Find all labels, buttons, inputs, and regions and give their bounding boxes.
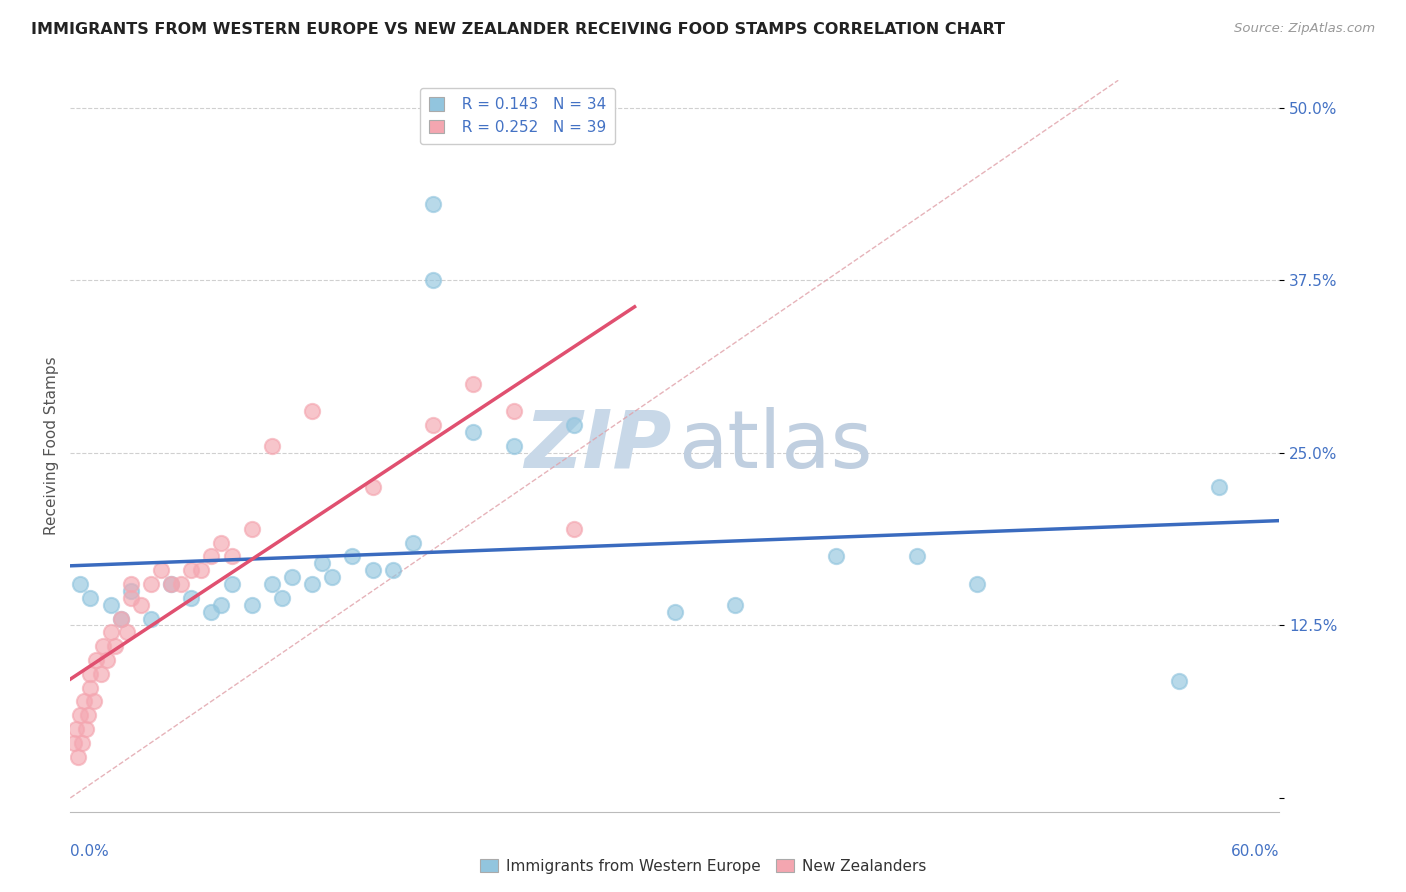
Point: [966, 577, 988, 591]
Point: [342, 549, 364, 564]
Point: [311, 557, 333, 571]
Point: [100, 598, 122, 612]
Point: [502, 439, 524, 453]
Point: [72, 736, 94, 750]
Point: [1208, 480, 1230, 494]
Point: [724, 598, 747, 612]
Point: [77, 708, 100, 723]
Point: [69, 708, 91, 723]
Point: [110, 611, 132, 625]
Point: [905, 549, 928, 564]
Point: [180, 563, 202, 577]
Point: [502, 404, 524, 418]
Point: [120, 583, 142, 598]
Point: [190, 563, 212, 577]
Point: [86, 653, 108, 667]
Point: [402, 535, 425, 549]
Point: [211, 535, 233, 549]
Point: [120, 577, 142, 591]
Point: [321, 570, 343, 584]
Y-axis label: Receiving Food Stamps: Receiving Food Stamps: [44, 357, 59, 535]
Point: [79, 666, 101, 681]
Point: [139, 577, 162, 591]
Point: [67, 749, 90, 764]
Point: [562, 418, 585, 433]
Point: [160, 577, 183, 591]
Point: [170, 577, 193, 591]
Legend: Immigrants from Western Europe, New Zealanders: Immigrants from Western Europe, New Zeal…: [474, 853, 932, 880]
Point: [825, 549, 848, 564]
Point: [270, 591, 294, 605]
Point: [361, 480, 384, 494]
Point: [96, 653, 118, 667]
Text: ZIP: ZIP: [524, 407, 671, 485]
Point: [73, 694, 96, 708]
Point: [75, 722, 97, 736]
Legend:   R = 0.143   N = 34,   R = 0.252   N = 39: R = 0.143 N = 34, R = 0.252 N = 39: [420, 88, 616, 144]
Point: [260, 577, 283, 591]
Point: [160, 577, 183, 591]
Point: [211, 598, 233, 612]
Point: [422, 273, 444, 287]
Point: [463, 425, 485, 440]
Point: [664, 605, 686, 619]
Point: [63, 736, 86, 750]
Point: [120, 591, 142, 605]
Point: [79, 591, 101, 605]
Point: [91, 639, 114, 653]
Point: [260, 439, 283, 453]
Point: [150, 563, 173, 577]
Point: [100, 625, 122, 640]
Point: [69, 577, 91, 591]
Point: [90, 666, 111, 681]
Point: [422, 418, 444, 433]
Point: [115, 625, 138, 640]
Point: [240, 522, 263, 536]
Point: [221, 549, 243, 564]
Point: [1167, 673, 1189, 688]
Text: 0.0%: 0.0%: [70, 844, 110, 859]
Text: Source: ZipAtlas.com: Source: ZipAtlas.com: [1234, 22, 1375, 36]
Point: [301, 577, 323, 591]
Point: [129, 598, 152, 612]
Point: [180, 591, 202, 605]
Point: [301, 404, 323, 418]
Point: [65, 722, 87, 736]
Point: [200, 549, 222, 564]
Point: [381, 563, 404, 577]
Point: [562, 522, 585, 536]
Text: atlas: atlas: [679, 407, 873, 485]
Point: [79, 681, 101, 695]
Point: [240, 598, 263, 612]
Point: [281, 570, 304, 584]
Point: [200, 605, 222, 619]
Point: [221, 577, 243, 591]
Point: [110, 611, 132, 625]
Point: [83, 694, 105, 708]
Text: IMMIGRANTS FROM WESTERN EUROPE VS NEW ZEALANDER RECEIVING FOOD STAMPS CORRELATIO: IMMIGRANTS FROM WESTERN EUROPE VS NEW ZE…: [31, 22, 1005, 37]
Point: [463, 376, 485, 391]
Point: [361, 563, 384, 577]
Text: 60.0%: 60.0%: [1232, 844, 1279, 859]
Point: [139, 611, 162, 625]
Point: [104, 639, 127, 653]
Point: [422, 197, 444, 211]
